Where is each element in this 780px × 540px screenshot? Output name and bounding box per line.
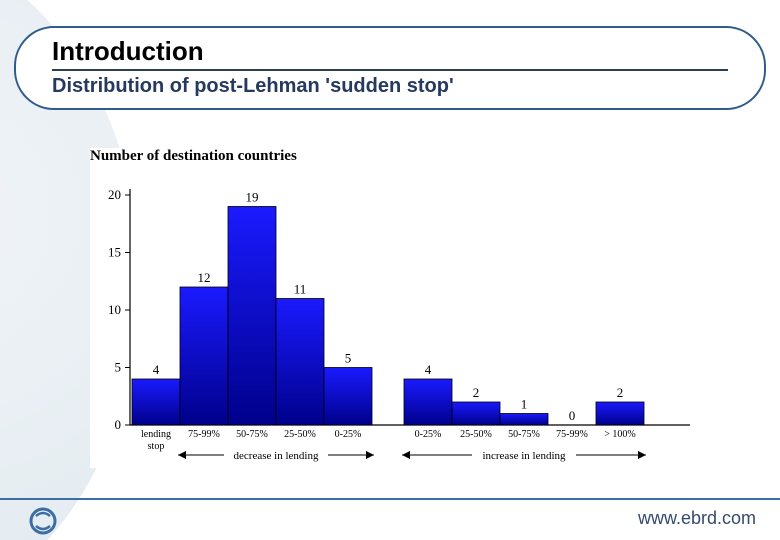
bar-value-label: 1: [521, 397, 528, 412]
footer: www.ebrd.com: [0, 498, 780, 540]
bar: [276, 299, 324, 426]
bar-value-label: 5: [345, 351, 352, 366]
bar: [180, 287, 228, 425]
bar-value-label: 2: [617, 385, 624, 400]
y-tick-label: 15: [108, 245, 121, 260]
y-tick-label: 20: [108, 187, 121, 202]
bar-cat-label: 50-75%: [508, 429, 540, 440]
chart-title: Number of destination countries: [90, 148, 700, 165]
header-box: Introduction Distribution of post-Lehman…: [14, 26, 766, 110]
bar-value-label: 0: [569, 408, 576, 423]
bar-cat-label: 0-25%: [415, 429, 442, 440]
bar: [324, 368, 372, 426]
bar: [132, 379, 180, 425]
bar: [228, 207, 276, 426]
y-tick-label: 5: [115, 360, 122, 375]
ebrd-logo-icon: [28, 506, 58, 536]
chart-container: Number of destination countries 05101520…: [90, 148, 700, 468]
page-subtitle: Distribution of post-Lehman 'sudden stop…: [52, 75, 728, 98]
y-tick-label: 0: [115, 417, 122, 432]
bar-value-label: 11: [294, 282, 307, 297]
bar: [596, 402, 644, 425]
bar-cat-label: stop: [148, 441, 165, 452]
group-label-increase: increase in lending: [482, 450, 566, 462]
footer-divider: [0, 498, 780, 500]
bar: [500, 414, 548, 426]
bar-value-label: 12: [198, 270, 211, 285]
group-label-decrease: decrease in lending: [234, 450, 319, 462]
bar-chart: 051015204lendingstop1275-99%1950-75%1125…: [90, 165, 700, 470]
footer-url: www.ebrd.com: [638, 508, 756, 529]
bar-cat-label: > 100%: [604, 429, 635, 440]
bar-cat-label: lending: [141, 429, 171, 440]
bar-value-label: 2: [473, 385, 480, 400]
bar-value-label: 4: [425, 362, 432, 377]
bar-value-label: 4: [153, 362, 160, 377]
bar-value-label: 19: [246, 190, 259, 205]
bar-cat-label: 75-99%: [556, 429, 588, 440]
bar: [452, 402, 500, 425]
bar-cat-label: 50-75%: [236, 429, 268, 440]
bar-cat-label: 0-25%: [335, 429, 362, 440]
page-title: Introduction: [52, 36, 728, 71]
bar-cat-label: 25-50%: [284, 429, 316, 440]
bar: [404, 379, 452, 425]
y-tick-label: 10: [108, 302, 121, 317]
bar-cat-label: 25-50%: [460, 429, 492, 440]
bar-cat-label: 75-99%: [188, 429, 220, 440]
